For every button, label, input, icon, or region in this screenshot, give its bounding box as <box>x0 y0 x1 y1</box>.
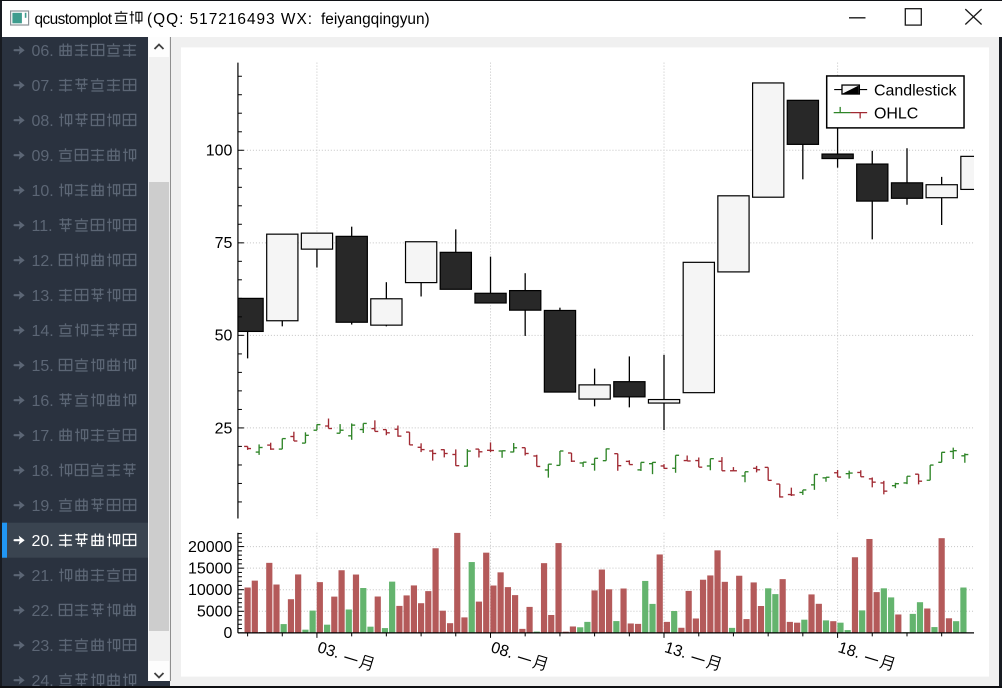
svg-text:qcustomplot: qcustomplot <box>35 11 113 28</box>
svg-text:20.: 20. <box>32 533 54 550</box>
svg-text:21.: 21. <box>32 568 54 585</box>
svg-text:10.: 10. <box>32 183 54 200</box>
svg-text:11.: 11. <box>32 218 53 235</box>
svg-text:19.: 19. <box>32 498 54 515</box>
svg-text:5000: 5000 <box>197 604 233 621</box>
svg-text:08.: 08. <box>32 113 54 130</box>
svg-text:16.: 16. <box>32 393 54 410</box>
svg-text:Candlestick: Candlestick <box>874 83 957 100</box>
svg-text:07.: 07. <box>32 78 54 95</box>
svg-text:0: 0 <box>224 625 233 642</box>
svg-text:OHLC: OHLC <box>874 106 918 123</box>
svg-text:06.: 06. <box>32 43 54 60</box>
svg-text:20000: 20000 <box>188 539 233 556</box>
svg-text:15000: 15000 <box>188 561 233 578</box>
svg-text:25: 25 <box>215 420 233 437</box>
svg-text:18.: 18. <box>836 639 862 662</box>
svg-text:17.: 17. <box>32 428 54 445</box>
svg-text:23.: 23. <box>32 638 54 655</box>
svg-text:18.: 18. <box>32 463 54 480</box>
svg-text:75: 75 <box>215 235 233 252</box>
svg-text:13.: 13. <box>32 288 54 305</box>
svg-text:13.: 13. <box>662 639 688 662</box>
svg-text:15.: 15. <box>32 358 54 375</box>
svg-text:22.: 22. <box>32 603 54 620</box>
svg-text:08.: 08. <box>489 639 515 662</box>
svg-text:(QQ: 517216493 WX:: (QQ: 517216493 WX: <box>147 11 313 28</box>
svg-text:14.: 14. <box>32 323 54 340</box>
svg-text:100: 100 <box>206 143 233 160</box>
svg-text:03.: 03. <box>315 639 341 662</box>
svg-text:24.: 24. <box>32 673 54 686</box>
svg-text:feiyangqingyun): feiyangqingyun) <box>321 11 430 28</box>
svg-text:10000: 10000 <box>188 582 233 599</box>
svg-text:50: 50 <box>215 328 233 345</box>
svg-text:09.: 09. <box>32 148 54 165</box>
svg-text:12.: 12. <box>32 253 54 270</box>
